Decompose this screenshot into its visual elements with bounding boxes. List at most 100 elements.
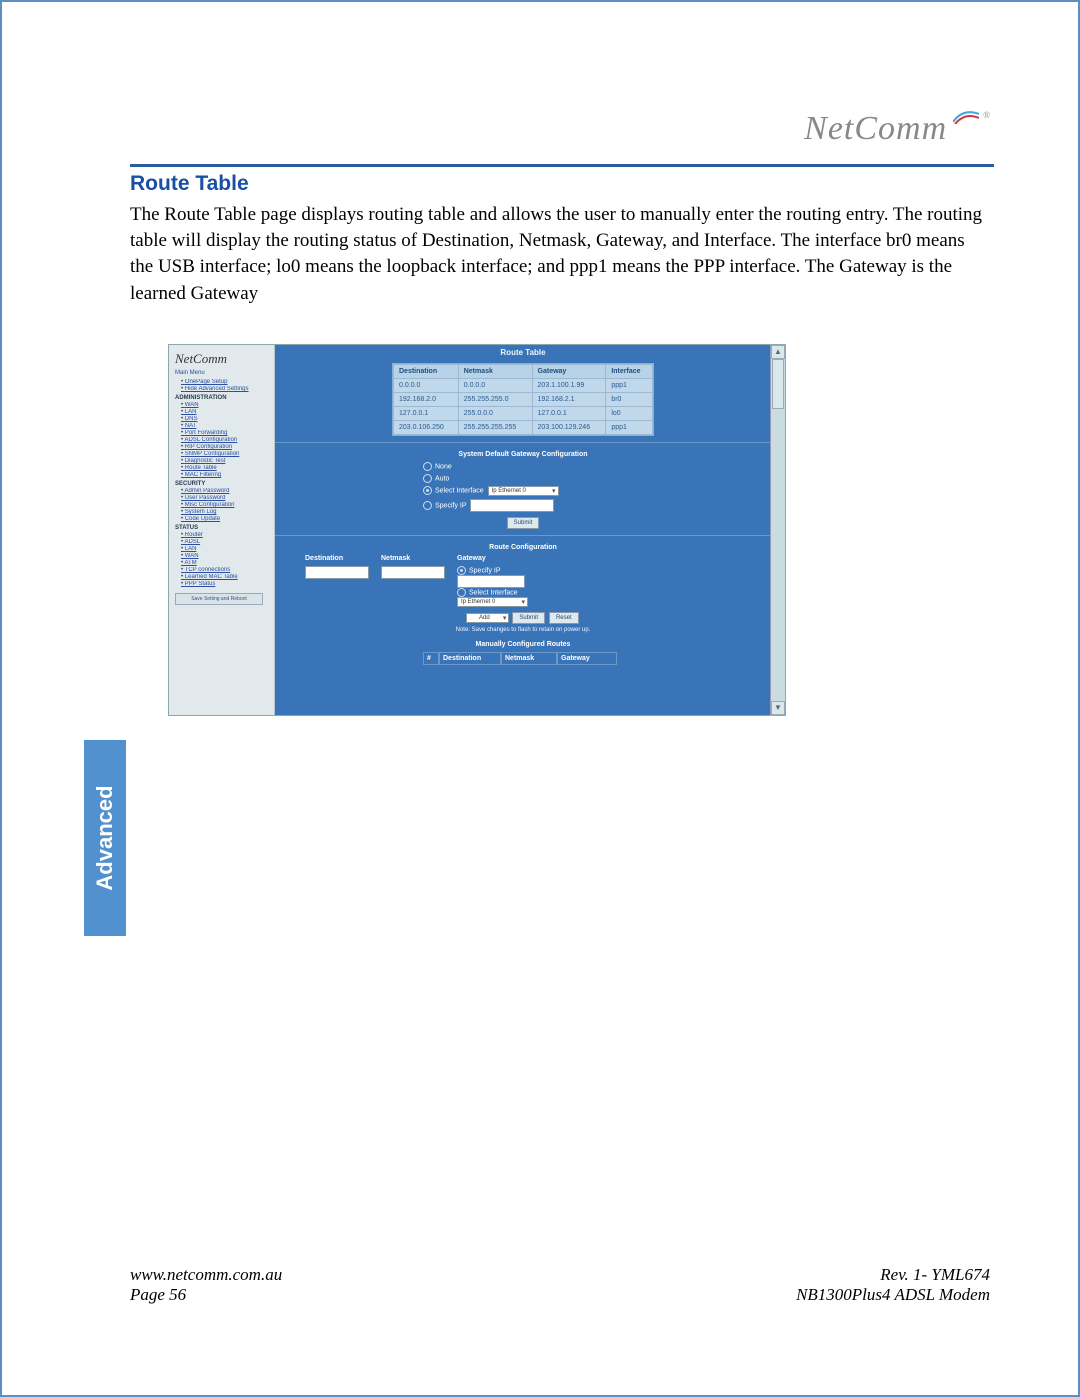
rc-col-destination: Destination (305, 555, 375, 562)
cell: 203.1.100.1.99 (532, 379, 606, 393)
section-tab-advanced: Advanced (84, 740, 126, 936)
col-interface: Interface (606, 365, 653, 379)
sidebar-item-dns[interactable]: DNS (181, 416, 270, 422)
cell: 0.0.0.0 (458, 379, 532, 393)
col-netmask: Netmask (458, 365, 532, 379)
sidebar-item-status-wan[interactable]: WAN (181, 553, 270, 559)
sidebar-item-user-password[interactable]: User Password (181, 495, 270, 501)
radio-auto[interactable] (423, 474, 432, 483)
rc-radio-specify-ip[interactable] (457, 566, 466, 575)
sidebar-item-admin-password[interactable]: Admin Password (181, 488, 270, 494)
sidebar-item-status-atm[interactable]: ATM (181, 560, 270, 566)
table-row: 192.168.2.0 255.255.255.0 192.168.2.1 br… (394, 393, 653, 407)
sidebar-item-status-tcp[interactable]: TCP connections (181, 567, 270, 573)
rc-select-interface-dropdown[interactable]: Ip Ethernet 0 (457, 597, 528, 607)
footer-revision: Rev. 1- YML674 (880, 1265, 990, 1285)
radio-select-interface[interactable] (423, 486, 432, 495)
cell: 255.255.255.255 (458, 421, 532, 435)
radio-none-label: None (435, 463, 452, 470)
sidebar-item-lan[interactable]: LAN (181, 409, 270, 415)
sidebar-item-port-forwarding[interactable]: Port Forwarding (181, 430, 270, 436)
sidebar-item-misc-config[interactable]: Misc Configuration (181, 502, 270, 508)
header-divider (130, 164, 994, 167)
cell: 192.168.2.0 (394, 393, 459, 407)
brand-logo: NetComm ® (770, 110, 990, 150)
footer-model: NB1300Plus4 ADSL Modem (796, 1285, 990, 1305)
rc-select-interface-label: Select Interface (469, 590, 518, 597)
sdgc-form: None Auto Select Interface Ip Ethernet 0… (393, 462, 653, 529)
sidebar-item-status-router[interactable]: Router (181, 532, 270, 538)
sidebar-item-route-table[interactable]: Route Table (181, 465, 270, 471)
sidebar-item-system-log[interactable]: System Log (181, 509, 270, 515)
select-interface-dropdown[interactable]: Ip Ethernet 0 (488, 486, 559, 496)
cell: 203.100.129.246 (532, 421, 606, 435)
rc-note: Note: Save changes to flash to retain on… (275, 627, 771, 633)
cell: 127.0.0.1 (532, 407, 606, 421)
sdgc-submit-button[interactable]: Submit (507, 517, 540, 529)
mcr-col-gateway: Gateway (557, 652, 617, 665)
sidebar-item-mac-filtering[interactable]: MAC Filtering (181, 472, 270, 478)
cell: ppp1 (606, 421, 653, 435)
sidebar-item-status-ppp[interactable]: PPP Status (181, 581, 270, 587)
cell: 0.0.0.0 (394, 379, 459, 393)
route-config-form: Destination Netmask Gateway Specify IP S… (305, 555, 763, 607)
table-row: 203.0.106.250 255.255.255.255 203.100.12… (394, 421, 653, 435)
specify-ip-input[interactable] (470, 499, 554, 512)
rc-gateway-ip-input[interactable] (457, 575, 525, 588)
table-row: 0.0.0.0 0.0.0.0 203.1.100.1.99 ppp1 (394, 379, 653, 393)
router-scrollbar[interactable]: ▲ ▼ (770, 345, 785, 715)
sidebar-item-diagnostic[interactable]: Diagnostic Test (181, 458, 270, 464)
sidebar-item-rip-config[interactable]: RIP Configuration (181, 444, 270, 450)
cell: br0 (606, 393, 653, 407)
sdgc-title: System Default Gateway Configuration (275, 451, 771, 458)
footer-page-number: Page 56 (130, 1285, 186, 1305)
rc-netmask-input[interactable] (381, 566, 445, 579)
sidebar-item-wan[interactable]: WAN (181, 402, 270, 408)
sidebar-item-onepage-setup[interactable]: OnePage Setup (181, 379, 270, 385)
frame-top (0, 0, 1080, 2)
section-tab-label: Advanced (92, 785, 118, 890)
rc-action-dropdown[interactable]: Add (466, 613, 509, 623)
sidebar-item-hide-advanced[interactable]: Hide Advanced Settings (181, 386, 270, 392)
scroll-down-icon[interactable]: ▼ (771, 701, 785, 715)
router-main-panel: Route Table Destination Netmask Gateway … (275, 345, 771, 715)
radio-select-interface-label: Select Interface (435, 487, 484, 494)
rc-col-gateway: Gateway (457, 555, 567, 562)
radio-specify-ip[interactable] (423, 501, 432, 510)
sidebar-item-status-lan[interactable]: LAN (181, 546, 270, 552)
divider (275, 535, 771, 536)
scroll-thumb[interactable] (772, 359, 784, 409)
rc-reset-button[interactable]: Reset (549, 612, 579, 624)
cell: 255.255.255.0 (458, 393, 532, 407)
rc-title: Route Configuration (275, 544, 771, 551)
mcr-col-destination: Destination (439, 652, 501, 665)
sidebar-item-status-adsl[interactable]: ADSL (181, 539, 270, 545)
sidebar-item-snmp-config[interactable]: SNMP Configuration (181, 451, 270, 457)
route-table: Destination Netmask Gateway Interface 0.… (392, 363, 654, 436)
rc-submit-button[interactable]: Submit (512, 612, 545, 624)
scroll-up-icon[interactable]: ▲ (771, 345, 785, 359)
sidebar-item-nat[interactable]: NAT (181, 423, 270, 429)
mcr-col-netmask: Netmask (501, 652, 557, 665)
mcr-col-index: # (423, 652, 439, 665)
registered-icon: ® (983, 110, 990, 120)
router-main-menu-label: Main Menu (175, 370, 270, 376)
save-reboot-button[interactable]: Save Setting and Reboot (175, 593, 263, 605)
router-page-title: Route Table (275, 348, 771, 357)
rc-destination-input[interactable] (305, 566, 369, 579)
sidebar-item-adsl-config[interactable]: ADSL Configuration (181, 437, 270, 443)
frame-left (0, 0, 2, 1397)
footer-url: www.netcomm.com.au (130, 1265, 282, 1285)
table-row: 127.0.0.1 255.0.0.0 127.0.0.1 lo0 (394, 407, 653, 421)
cell: 255.0.0.0 (458, 407, 532, 421)
sidebar-item-code-update[interactable]: Code Update (181, 516, 270, 522)
radio-specify-ip-label: Specify IP (435, 503, 466, 510)
divider (275, 442, 771, 443)
brand-swoosh-icon (953, 110, 979, 124)
rc-radio-select-interface[interactable] (457, 588, 466, 597)
sidebar-item-status-mac-table[interactable]: Learned MAC Table (181, 574, 270, 580)
radio-none[interactable] (423, 462, 432, 471)
sidebar-heading-status: Status (175, 525, 270, 531)
router-ui-screenshot: NetComm Main Menu OnePage Setup Hide Adv… (168, 344, 786, 716)
cell: 203.0.106.250 (394, 421, 459, 435)
